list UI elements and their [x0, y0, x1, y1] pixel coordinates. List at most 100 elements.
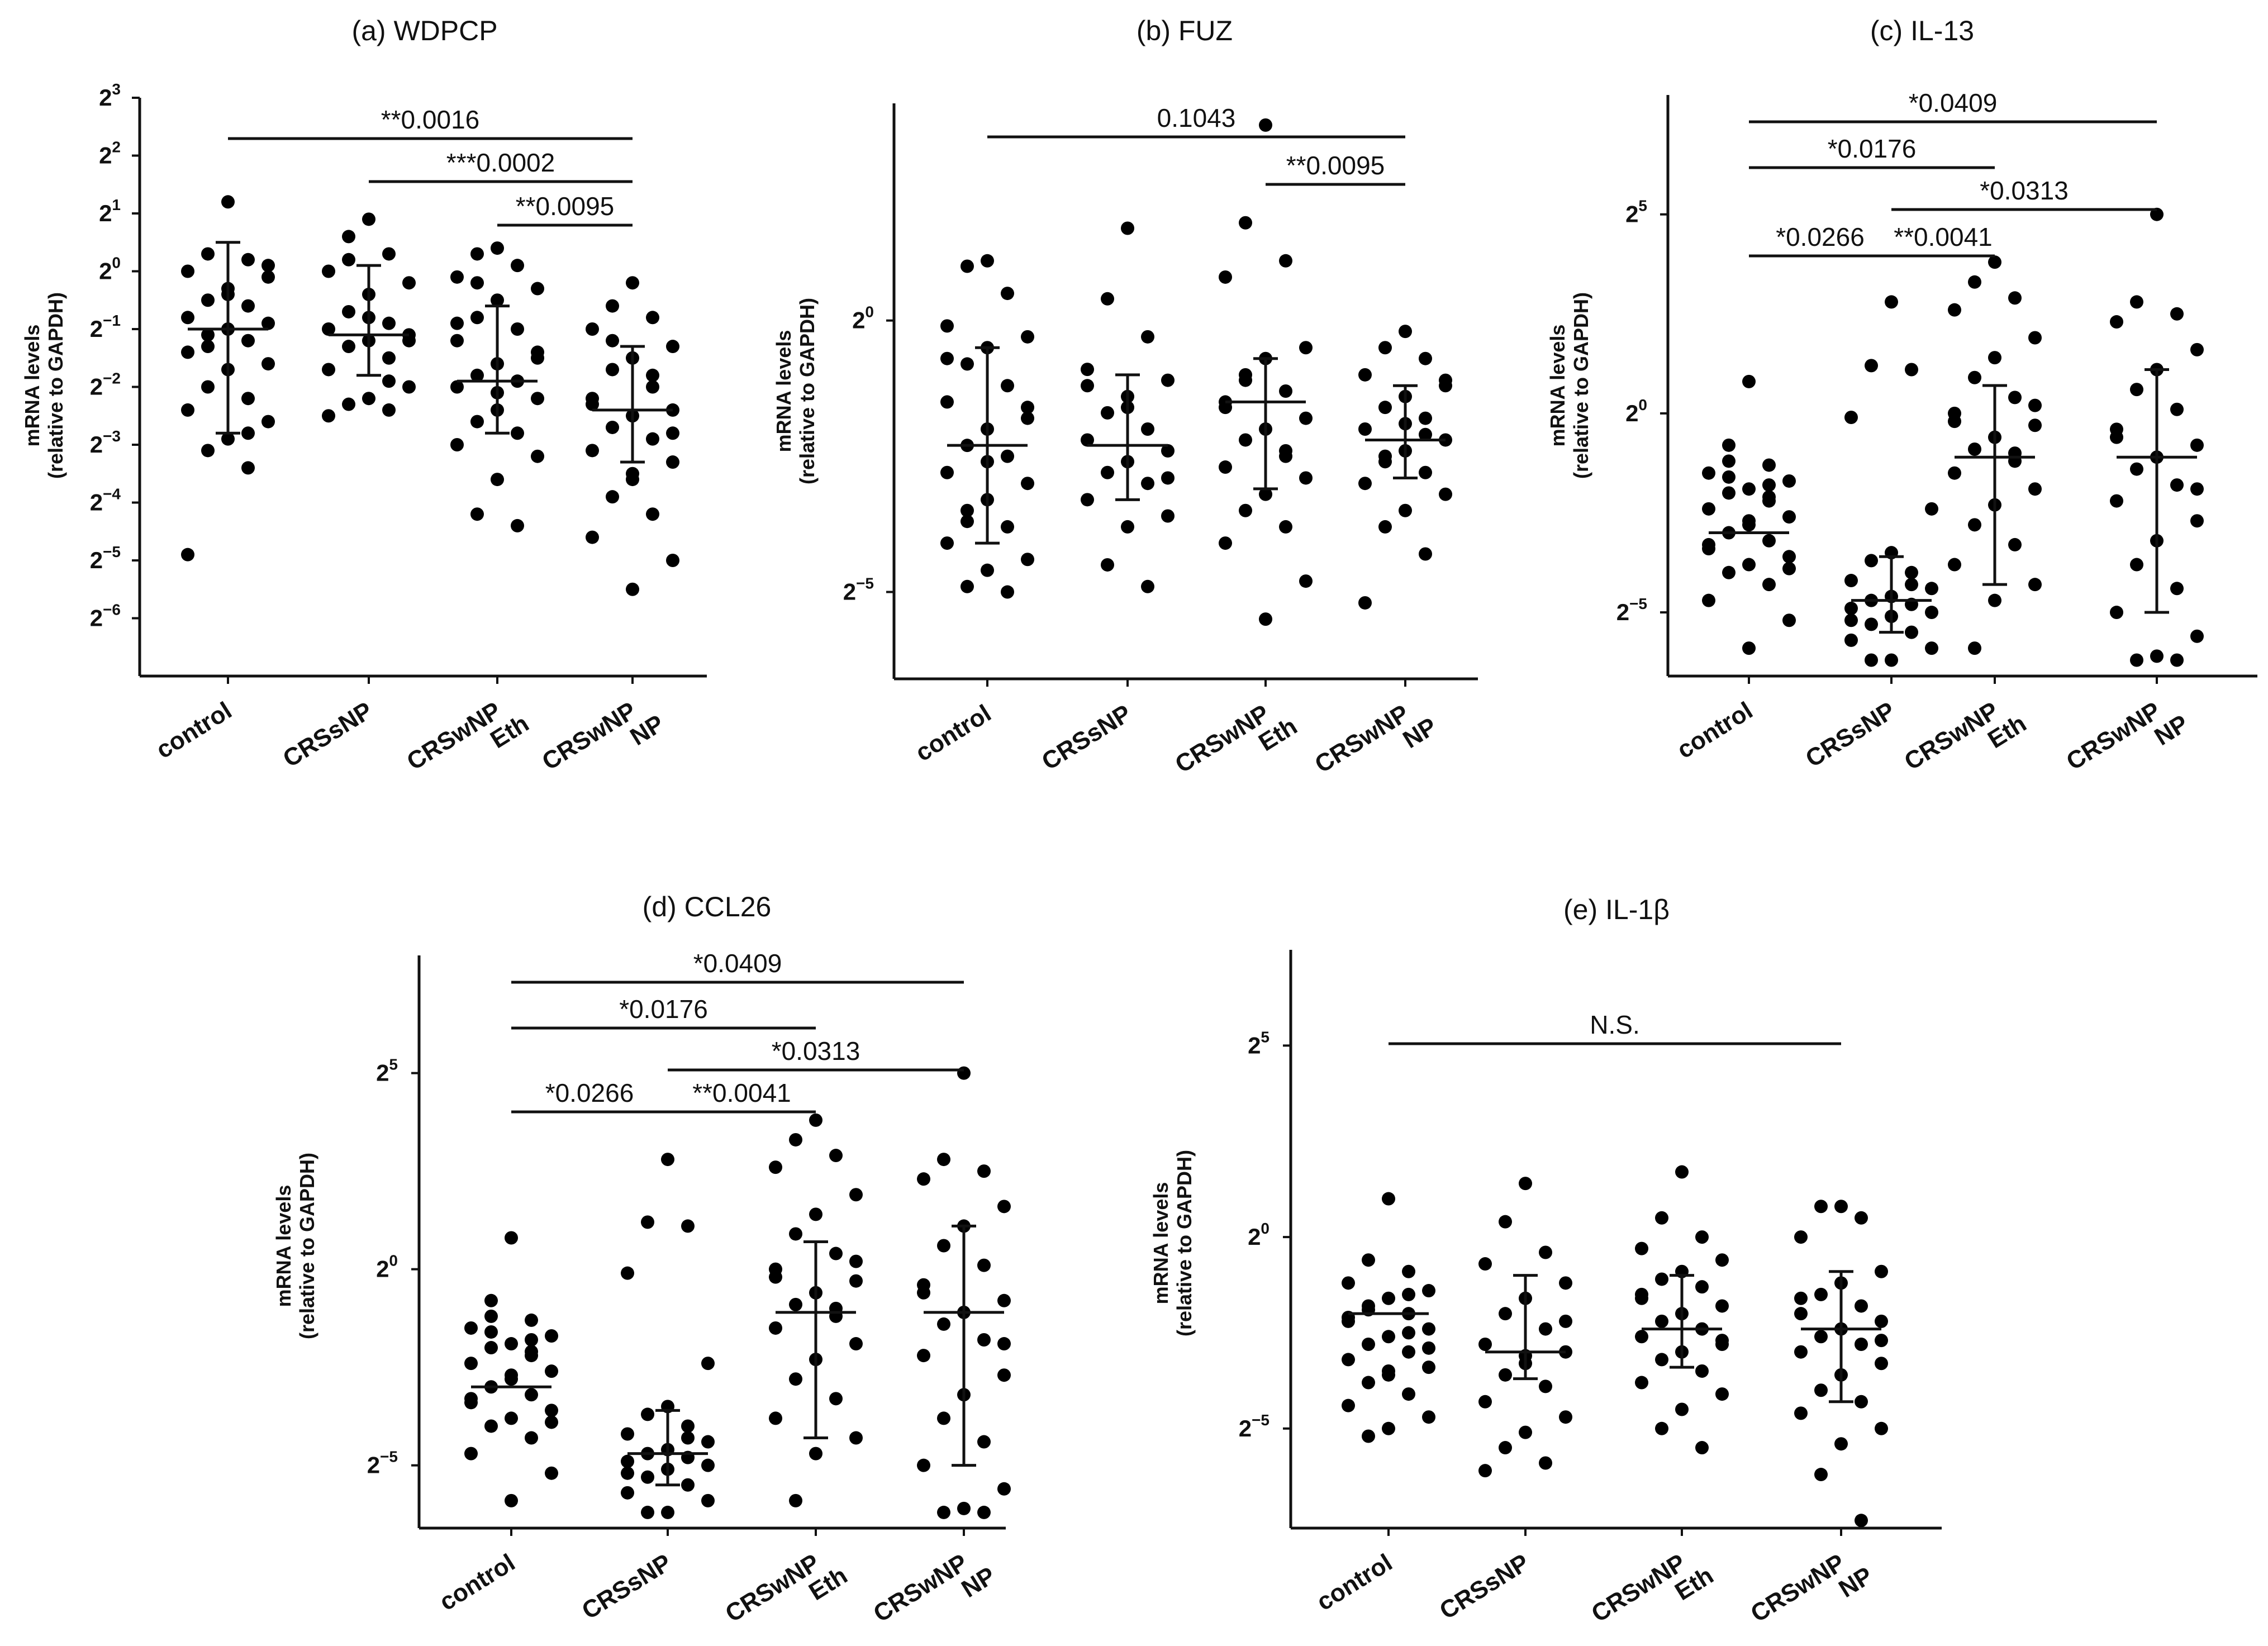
significance-label: **0.0041 [1894, 222, 1993, 251]
data-point [661, 1153, 674, 1167]
series-1 [1478, 1177, 1572, 1478]
x-tick-label: CRSwNPEth [1587, 1540, 1718, 1646]
data-point [1968, 442, 1981, 456]
data-point [1382, 1192, 1395, 1206]
data-point [1715, 1387, 1729, 1401]
data-point [1988, 255, 2001, 269]
data-point [1762, 578, 1776, 592]
data-point [1499, 1215, 1512, 1229]
data-point [525, 1333, 538, 1347]
series-3 [1358, 325, 1452, 610]
data-point [1905, 565, 1918, 579]
data-point [2170, 402, 2184, 416]
data-point [525, 1388, 538, 1402]
data-point [241, 461, 255, 475]
x-tick-label: CRSsNP [1037, 700, 1136, 776]
data-point [1499, 1307, 1512, 1321]
significance-label: **0.0095 [516, 192, 615, 221]
y-axis-label: mRNA levels(relative to GAPDH) [1149, 1150, 1196, 1336]
data-point [525, 1431, 538, 1445]
y-tick-label: 23 [99, 80, 121, 111]
data-point [1715, 1253, 1729, 1267]
data-point [917, 1349, 930, 1363]
data-point [646, 311, 659, 325]
data-point [491, 473, 504, 487]
data-point [997, 1200, 1011, 1214]
data-point [1844, 410, 1858, 424]
data-point [1782, 510, 1796, 524]
data-point [545, 1404, 558, 1417]
data-point [917, 1458, 930, 1472]
data-point [1855, 1211, 1868, 1225]
x-tick-label: control [435, 1549, 520, 1616]
data-point [261, 270, 275, 284]
data-point [937, 1411, 950, 1425]
data-point [1925, 641, 1938, 655]
data-point [1021, 401, 1034, 415]
data-point [1299, 411, 1313, 425]
data-point [470, 507, 484, 521]
data-point [1722, 454, 1736, 468]
data-point [1715, 1299, 1729, 1313]
data-point [1782, 613, 1796, 627]
data-point [641, 1505, 654, 1519]
data-point [1742, 514, 1756, 528]
data-point [382, 351, 396, 365]
data-point [681, 1219, 695, 1233]
data-point [1702, 466, 1715, 480]
data-point [1635, 1376, 1648, 1390]
data-point [470, 368, 484, 382]
data-point [261, 415, 275, 429]
data-point [464, 1321, 478, 1335]
significance-label: *0.0176 [1828, 134, 1917, 163]
data-point [666, 340, 679, 354]
significance-label: ***0.0002 [446, 148, 555, 177]
x-tick-label: CRSwNPEth [721, 1540, 852, 1646]
data-point [241, 253, 255, 267]
data-point [1422, 1341, 1435, 1355]
data-point [1101, 292, 1114, 306]
data-point [681, 1419, 695, 1433]
data-point [1422, 1410, 1435, 1424]
data-point [681, 1478, 695, 1492]
data-point [1988, 351, 2001, 365]
panel-e: (e) IL-1β mRNA levels(relative to GAPDH) 2… [1149, 894, 1942, 1646]
panel-d: (d) CCL26 mRNA levels(relative to GAPDH) 2… [272, 891, 1011, 1646]
data-point [1378, 520, 1392, 534]
data-point [2170, 582, 2184, 596]
data-point [1539, 1456, 1552, 1470]
data-point [505, 1411, 518, 1425]
data-point [1219, 401, 1232, 415]
series-2 [1635, 1165, 1729, 1455]
data-point [1001, 520, 1014, 534]
x-tick-label: CRSsNP [1801, 697, 1900, 773]
data-point [1378, 449, 1392, 463]
data-point [201, 293, 215, 307]
data-point [261, 316, 275, 330]
data-point [470, 276, 484, 290]
data-point [1782, 562, 1796, 575]
data-point [1161, 471, 1175, 485]
data-point [1865, 617, 1878, 631]
data-point [1762, 478, 1776, 492]
data-point [402, 334, 416, 348]
data-point [917, 1286, 930, 1300]
y-tick-label: 20 [1248, 1220, 1269, 1250]
data-point [1635, 1241, 1648, 1255]
data-point [1844, 613, 1858, 627]
data-point [606, 420, 619, 434]
data-point [1834, 1200, 1848, 1214]
chart-title: (b) FUZ [1137, 15, 1233, 46]
data-point [1081, 493, 1094, 507]
data-point [940, 465, 954, 479]
data-point [1382, 1421, 1395, 1435]
data-point [1539, 1245, 1552, 1259]
data-point [342, 253, 355, 267]
data-point [1988, 593, 2001, 607]
data-point [1968, 275, 1981, 289]
significance-label: **0.0041 [692, 1078, 791, 1107]
data-point [1814, 1468, 1828, 1482]
data-point [531, 351, 544, 365]
data-point [181, 403, 194, 417]
data-point [450, 438, 464, 451]
